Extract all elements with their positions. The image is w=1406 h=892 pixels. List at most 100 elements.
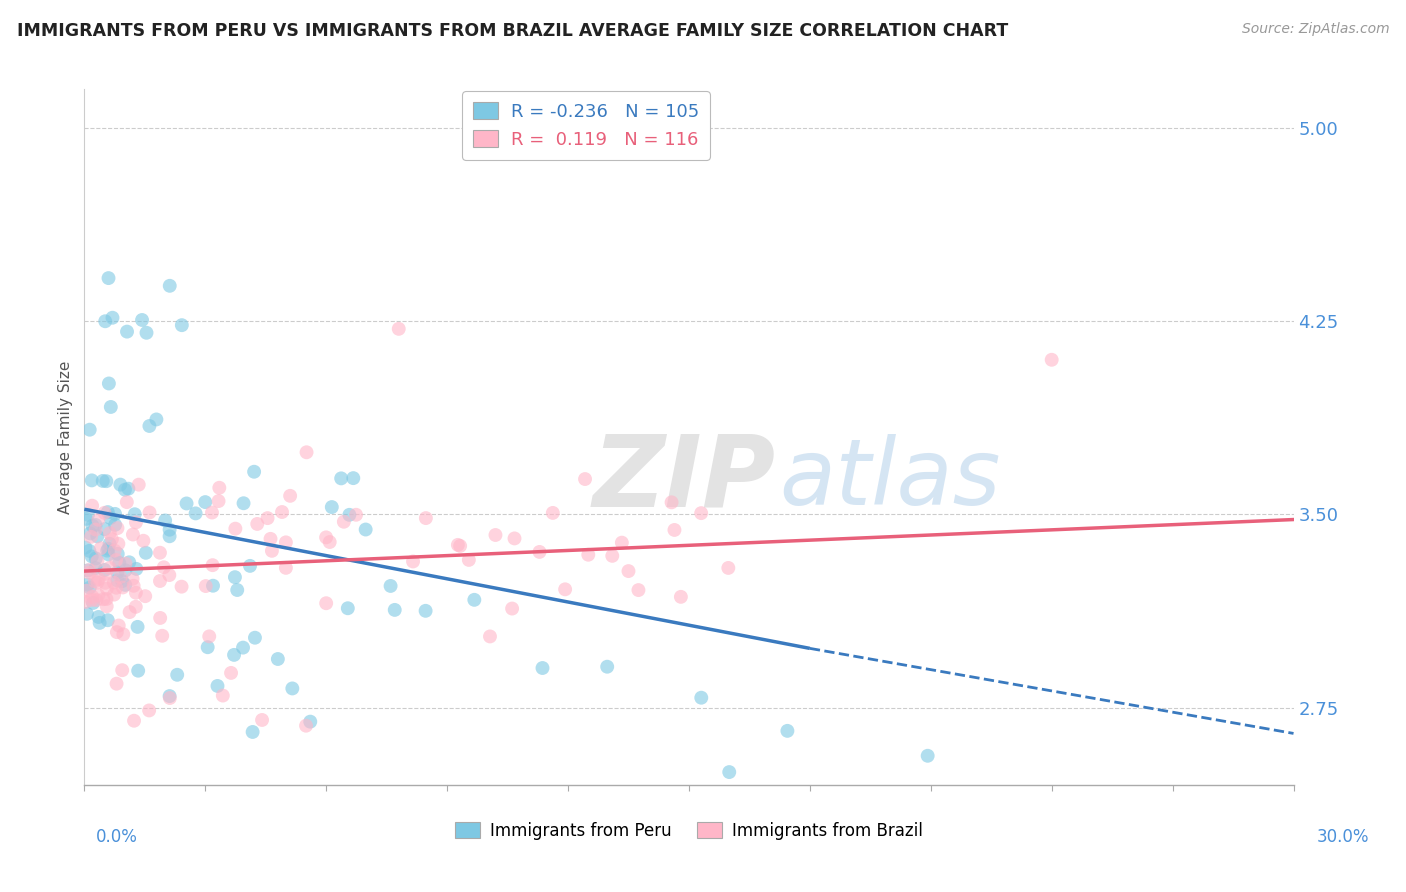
Point [184,507,207,521]
Point [105,553,128,567]
Point [114,557,136,571]
Point [122,714,145,728]
Point [149,574,172,588]
Point [170,318,193,333]
Point [96,599,118,614]
Point [96,474,118,488]
Point [82,518,104,533]
Point [86,575,108,590]
Point [94,575,117,590]
Point [86,593,108,607]
Text: 30.0%: 30.0% [1317,828,1369,846]
Point [84,551,107,566]
Point [105,676,128,690]
Text: atlas: atlas [780,434,1001,524]
Point [201,506,224,520]
Point [87,588,110,602]
Point [330,471,353,485]
Point [94,314,117,328]
Point [114,578,136,592]
Point [77,563,100,577]
Point [529,545,551,559]
Point [114,563,136,577]
Point [207,679,229,693]
Point [690,690,713,705]
Point [75,512,97,526]
Point [388,322,411,336]
Point [627,583,650,598]
Point [157,568,180,582]
Point [232,640,254,655]
Point [170,580,193,594]
Point [541,506,564,520]
Point [84,561,107,575]
Point [259,532,281,546]
Point [207,494,229,508]
Point [250,713,273,727]
Point [87,572,110,586]
Point [98,526,121,541]
Point [159,529,181,543]
Point [76,564,98,578]
Text: ZIP: ZIP [592,430,775,527]
Point [79,526,101,541]
Point [226,582,249,597]
Point [98,537,121,551]
Point [318,535,340,549]
Point [131,313,153,327]
Point [107,574,129,588]
Point [90,541,112,556]
Point [274,561,297,575]
Point [82,499,104,513]
Point [96,591,118,606]
Point [75,541,97,555]
Point [93,522,115,536]
Point [610,535,633,549]
Point [478,629,501,643]
Point [127,664,149,678]
Legend: Immigrants from Peru, Immigrants from Brazil: Immigrants from Peru, Immigrants from Br… [449,815,929,847]
Point [80,549,103,564]
Point [617,564,640,578]
Point [111,581,134,595]
Point [87,513,110,527]
Point [232,496,254,510]
Point [449,539,471,553]
Point [194,495,217,509]
Point [531,661,554,675]
Point [124,508,146,522]
Point [94,566,117,581]
Point [98,561,121,575]
Point [246,516,269,531]
Point [103,588,125,602]
Point [115,325,138,339]
Point [596,659,619,673]
Point [278,489,301,503]
Point [76,583,98,598]
Point [96,543,118,558]
Point [135,326,157,340]
Point [117,482,139,496]
Point [194,579,217,593]
Point [105,566,128,580]
Point [91,474,114,488]
Point [295,445,318,459]
Point [336,601,359,615]
Point [342,471,364,485]
Point [159,278,181,293]
Point [321,500,343,514]
Point [84,517,107,532]
Point [86,554,108,568]
Point [100,511,122,525]
Point [239,558,262,573]
Point [79,566,101,580]
Point [224,570,246,584]
Point [104,543,127,558]
Point [224,522,246,536]
Point [97,376,120,391]
Point [574,472,596,486]
Point [718,765,741,780]
Point [93,563,115,577]
Point [79,423,101,437]
Point [202,579,225,593]
